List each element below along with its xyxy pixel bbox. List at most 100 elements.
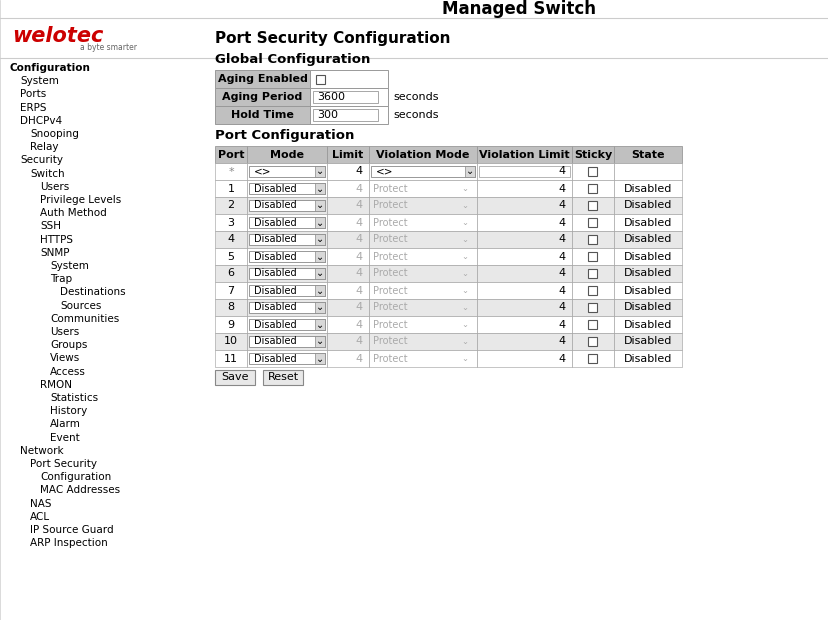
Text: 4: 4 — [355, 218, 363, 228]
Bar — [214, 163, 247, 180]
Bar — [326, 282, 368, 299]
Text: Aging Enabled: Aging Enabled — [217, 74, 307, 84]
Bar — [248, 217, 325, 228]
Text: ⌄: ⌄ — [461, 218, 468, 227]
Bar — [248, 353, 325, 364]
Bar — [326, 265, 368, 282]
Text: Access: Access — [50, 366, 86, 376]
Text: ⌄: ⌄ — [461, 269, 468, 278]
Text: ⌄: ⌄ — [315, 353, 324, 363]
Text: Port Security Configuration: Port Security Configuration — [214, 30, 450, 45]
Bar — [368, 180, 476, 197]
Text: Disabled: Disabled — [253, 184, 296, 193]
Text: System: System — [20, 76, 59, 86]
Text: 4: 4 — [558, 234, 566, 244]
Bar — [313, 109, 378, 121]
Text: 10: 10 — [224, 337, 238, 347]
Text: Limit: Limit — [332, 149, 363, 159]
Text: Views: Views — [50, 353, 80, 363]
Text: Disabled: Disabled — [253, 268, 296, 278]
Text: Disabled: Disabled — [623, 252, 672, 262]
Text: Disabled: Disabled — [623, 268, 672, 278]
Text: 4: 4 — [355, 319, 363, 329]
Bar — [315, 285, 325, 296]
Bar — [614, 350, 681, 367]
Bar — [614, 163, 681, 180]
Text: ⌄: ⌄ — [315, 218, 324, 228]
Text: Privilege Levels: Privilege Levels — [40, 195, 121, 205]
Bar — [310, 70, 388, 88]
Bar — [315, 166, 325, 177]
Bar — [248, 285, 325, 296]
Bar — [315, 74, 325, 84]
Text: 11: 11 — [224, 353, 238, 363]
Bar — [571, 350, 614, 367]
Text: ⌄: ⌄ — [315, 184, 324, 193]
Text: Disabled: Disabled — [253, 285, 296, 296]
Text: 4: 4 — [558, 303, 566, 312]
Bar — [465, 166, 474, 177]
Text: Hold Time: Hold Time — [231, 110, 294, 120]
Bar — [326, 231, 368, 248]
Text: Switch: Switch — [30, 169, 65, 179]
Text: Protect: Protect — [373, 200, 407, 211]
Bar — [588, 184, 597, 193]
Bar — [588, 218, 597, 227]
Text: 4: 4 — [558, 184, 566, 193]
Text: Disabled: Disabled — [623, 234, 672, 244]
Text: 4: 4 — [558, 252, 566, 262]
Bar — [326, 248, 368, 265]
Bar — [368, 265, 476, 282]
Text: Network: Network — [20, 446, 64, 456]
Bar — [214, 88, 310, 106]
Bar — [571, 299, 614, 316]
Bar — [614, 214, 681, 231]
Bar — [313, 91, 378, 103]
Text: Disabled: Disabled — [623, 303, 672, 312]
Text: welotec: welotec — [12, 26, 104, 46]
Text: Users: Users — [40, 182, 70, 192]
Text: Relay: Relay — [30, 142, 59, 152]
Text: seconds: seconds — [392, 92, 438, 102]
Bar — [248, 200, 325, 211]
Text: 4: 4 — [558, 337, 566, 347]
Text: Protect: Protect — [373, 285, 407, 296]
Text: 3600: 3600 — [316, 92, 344, 102]
Text: Disabled: Disabled — [623, 353, 672, 363]
Text: ⌄: ⌄ — [461, 286, 468, 295]
Bar — [368, 350, 476, 367]
Bar — [476, 299, 571, 316]
Text: 4: 4 — [558, 319, 566, 329]
Text: Protect: Protect — [373, 268, 407, 278]
Text: Auth Method: Auth Method — [40, 208, 107, 218]
Text: 7: 7 — [227, 285, 234, 296]
Text: 8: 8 — [227, 303, 234, 312]
Bar — [571, 282, 614, 299]
Bar — [310, 106, 388, 124]
Text: 4: 4 — [355, 337, 363, 347]
Text: 4: 4 — [558, 285, 566, 296]
Bar — [214, 248, 247, 265]
Text: ⌄: ⌄ — [315, 252, 324, 262]
Text: ⌄: ⌄ — [461, 201, 468, 210]
Bar — [588, 201, 597, 210]
Bar — [614, 316, 681, 333]
Bar — [368, 231, 476, 248]
Bar — [368, 146, 476, 163]
Bar — [476, 180, 571, 197]
Text: 3: 3 — [227, 218, 234, 228]
Bar — [368, 197, 476, 214]
Text: Protect: Protect — [373, 319, 407, 329]
Text: ⌄: ⌄ — [315, 319, 324, 329]
Text: HTTPS: HTTPS — [40, 234, 73, 245]
Text: Disabled: Disabled — [623, 319, 672, 329]
Text: Configuration: Configuration — [40, 472, 111, 482]
Bar — [247, 248, 326, 265]
Text: Groups: Groups — [50, 340, 87, 350]
Text: Protect: Protect — [373, 234, 407, 244]
Bar — [214, 70, 310, 88]
Bar — [326, 197, 368, 214]
Bar — [614, 265, 681, 282]
Text: Disabled: Disabled — [623, 184, 672, 193]
Bar — [571, 248, 614, 265]
